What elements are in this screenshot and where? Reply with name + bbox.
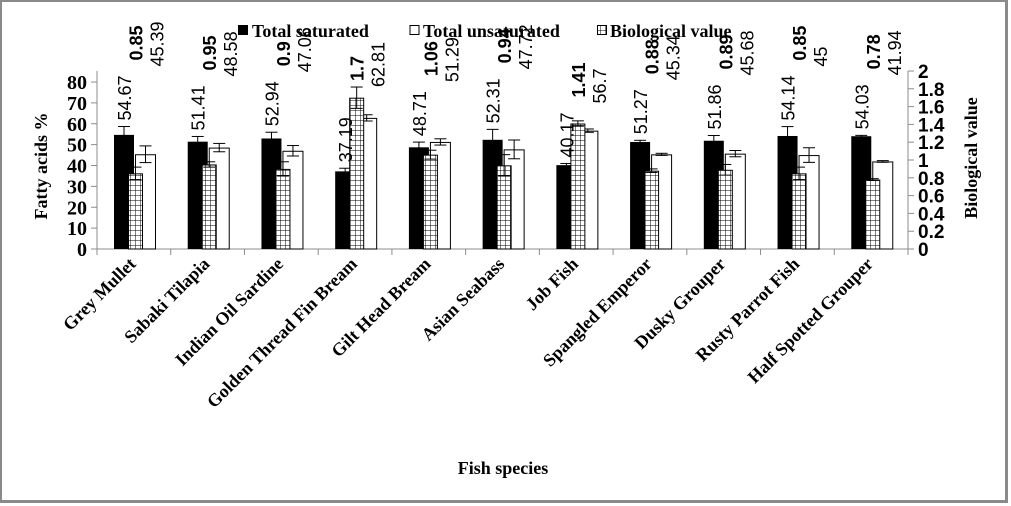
x-tick-label: Half Spotted Grouper <box>744 254 877 387</box>
data-label-total-saturated: 40.17 <box>557 112 577 157</box>
y2-tick-label: 1.6 <box>918 98 944 119</box>
y2-tick-label: 1.2 <box>918 133 944 154</box>
y-axis-title: Fatty acids % <box>31 113 51 220</box>
data-label-total-saturated: 54.03 <box>852 84 872 129</box>
data-label-biological-value: 1.7 <box>348 56 368 81</box>
x-tick-label: Grey Mullet <box>59 254 140 335</box>
y-tick-label: 70 <box>67 93 87 115</box>
y2-tick-label: 1.4 <box>918 115 945 136</box>
legend-label-unsaturated: Total unsaturated <box>423 21 560 41</box>
y-tick-label: 20 <box>67 197 87 219</box>
y2-tick-label: 0.4 <box>918 204 945 225</box>
x-tick-label: Golden Thread Fin Bream <box>203 254 361 412</box>
data-label-total-unsaturated: 51.29 <box>442 37 462 82</box>
data-label-total-unsaturated: 47.06 <box>295 27 315 72</box>
data-label-total-unsaturated: 41.94 <box>885 30 905 75</box>
data-label-biological-value: 0.9 <box>274 41 294 66</box>
y2-axis-title: Biological value <box>961 97 981 219</box>
data-label-biological-value: 1.41 <box>569 62 589 97</box>
data-label-total-unsaturated: 62.81 <box>369 42 389 87</box>
x-axis-title: Fish species <box>458 458 549 478</box>
y2-tick-label: 1.8 <box>918 80 944 101</box>
legend-item-total-unsaturated: Total unsaturated <box>409 21 560 41</box>
data-label-biological-value: 0.94 <box>495 28 515 63</box>
bar-biological-value <box>422 154 438 250</box>
legend-swatch-unsaturated <box>409 25 420 35</box>
bar-biological-value <box>275 168 291 250</box>
data-label-total-unsaturated: 45.39 <box>148 21 168 66</box>
axes: 0102030405060708000.20.40.60.811.21.41.6… <box>67 62 945 261</box>
data-label-total-saturated: 51.41 <box>189 85 209 130</box>
y2-tick-label: 0.8 <box>918 169 944 190</box>
y-tick-label: 50 <box>67 135 87 157</box>
data-label-total-unsaturated: 45.68 <box>737 30 757 75</box>
data-label-biological-value: 0.95 <box>200 35 220 70</box>
bar-biological-value <box>496 165 512 250</box>
y-tick-label: 30 <box>67 176 87 198</box>
data-label-total-saturated: 52.94 <box>262 81 282 126</box>
bar-biological-value <box>644 170 660 250</box>
data-label-total-saturated: 51.86 <box>705 84 725 129</box>
data-label-total-saturated: 48.71 <box>410 91 430 136</box>
data-label-total-unsaturated: 56.7 <box>590 68 610 103</box>
y-tick-label: 10 <box>67 218 87 240</box>
legend-swatch-biological <box>597 25 607 35</box>
y-tick-label: 80 <box>67 72 87 94</box>
legend-label-saturated: Total saturated <box>252 21 369 41</box>
bar-biological-value <box>128 173 143 250</box>
y2-tick-label: 1 <box>918 151 929 172</box>
y2-tick-label: 0 <box>918 240 929 261</box>
data-label-biological-value: 0.85 <box>790 26 810 61</box>
data-label-total-unsaturated: 47.72 <box>516 24 536 69</box>
data-label-total-unsaturated: 45 <box>811 47 831 67</box>
data-label-biological-value: 0.89 <box>716 34 736 69</box>
y-tick-label: 0 <box>77 239 87 261</box>
data-label-total-saturated: 54.67 <box>115 75 135 120</box>
data-label-total-unsaturated: 45.34 <box>664 35 684 80</box>
y-tick-label: 60 <box>67 114 87 136</box>
legend-label-biological: Biological value <box>610 21 732 41</box>
data-label-total-saturated: 37.19 <box>336 117 356 162</box>
data-label-total-unsaturated: 48.58 <box>221 31 241 76</box>
data-label-biological-value: 0.78 <box>864 34 884 69</box>
bar-biological-value <box>791 173 807 250</box>
data-label-total-saturated: 51.27 <box>631 89 651 134</box>
data-label-total-saturated: 54.14 <box>779 76 799 121</box>
y2-tick-label: 0.2 <box>918 222 944 243</box>
legend-item-total-saturated: Total saturated <box>238 21 369 41</box>
y2-tick-label: 2 <box>918 62 929 83</box>
data-label-biological-value: 0.88 <box>643 39 663 74</box>
data-label-total-saturated: 52.31 <box>484 78 504 123</box>
y-tick-label: 40 <box>67 156 87 178</box>
bar-biological-value <box>865 179 881 250</box>
x-tick-label: Job Fish <box>522 254 582 314</box>
y2-tick-label: 0.6 <box>918 187 944 208</box>
legend: Total saturated Total unsaturated Biolog… <box>238 21 732 41</box>
legend-item-biological-value: Biological value <box>597 21 732 41</box>
data-label-biological-value: 0.85 <box>127 25 147 60</box>
bars <box>114 86 894 250</box>
bar-biological-value <box>717 169 733 250</box>
legend-swatch-saturated <box>238 25 248 35</box>
data-label-biological-value: 1.06 <box>421 41 441 76</box>
bar-biological-value <box>201 164 217 250</box>
